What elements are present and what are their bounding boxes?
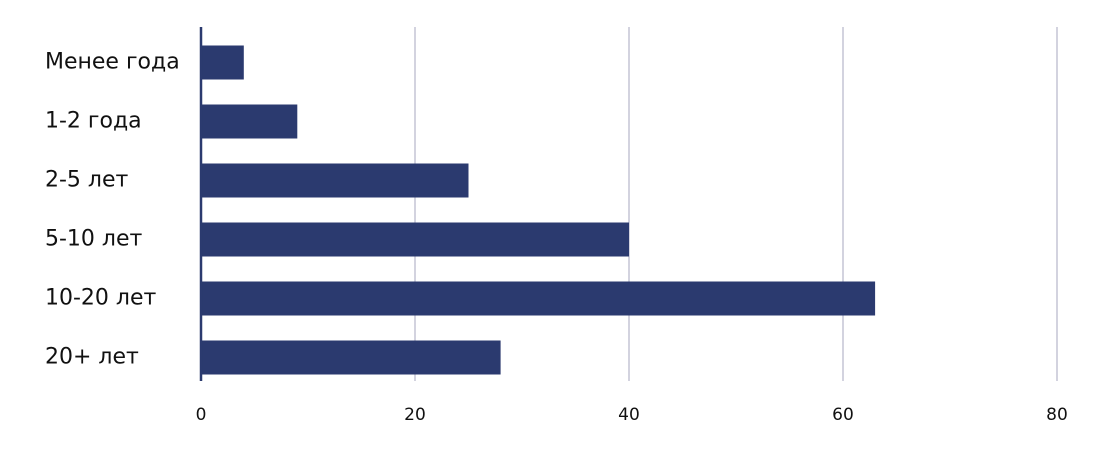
bar [201,45,244,80]
y-tick-label: 20+ лет [45,345,139,370]
x-tick-label: 20 [404,405,426,425]
y-tick-label: Менее года [45,50,180,75]
x-tick-label: 40 [618,405,640,425]
x-tick-label: 60 [832,405,854,425]
labels: 0 20 40 60 80 Менее года 1-2 года 2-5 лет 5-10 л… [45,50,1068,426]
y-tick-label: 5-10 лет [45,227,143,252]
y-tick-label: 10-20 лет [45,286,157,311]
bar [201,104,298,139]
x-tick-label: 0 [196,405,207,425]
y-tick-label: 1-2 года [45,109,142,134]
bars [201,45,876,375]
bar [201,281,876,316]
x-tick-label: 80 [1046,405,1068,425]
grid [200,27,1058,381]
bar [201,163,469,198]
bar [201,222,629,257]
y-tick-label: 2-5 лет [45,168,129,193]
bar [201,340,501,375]
